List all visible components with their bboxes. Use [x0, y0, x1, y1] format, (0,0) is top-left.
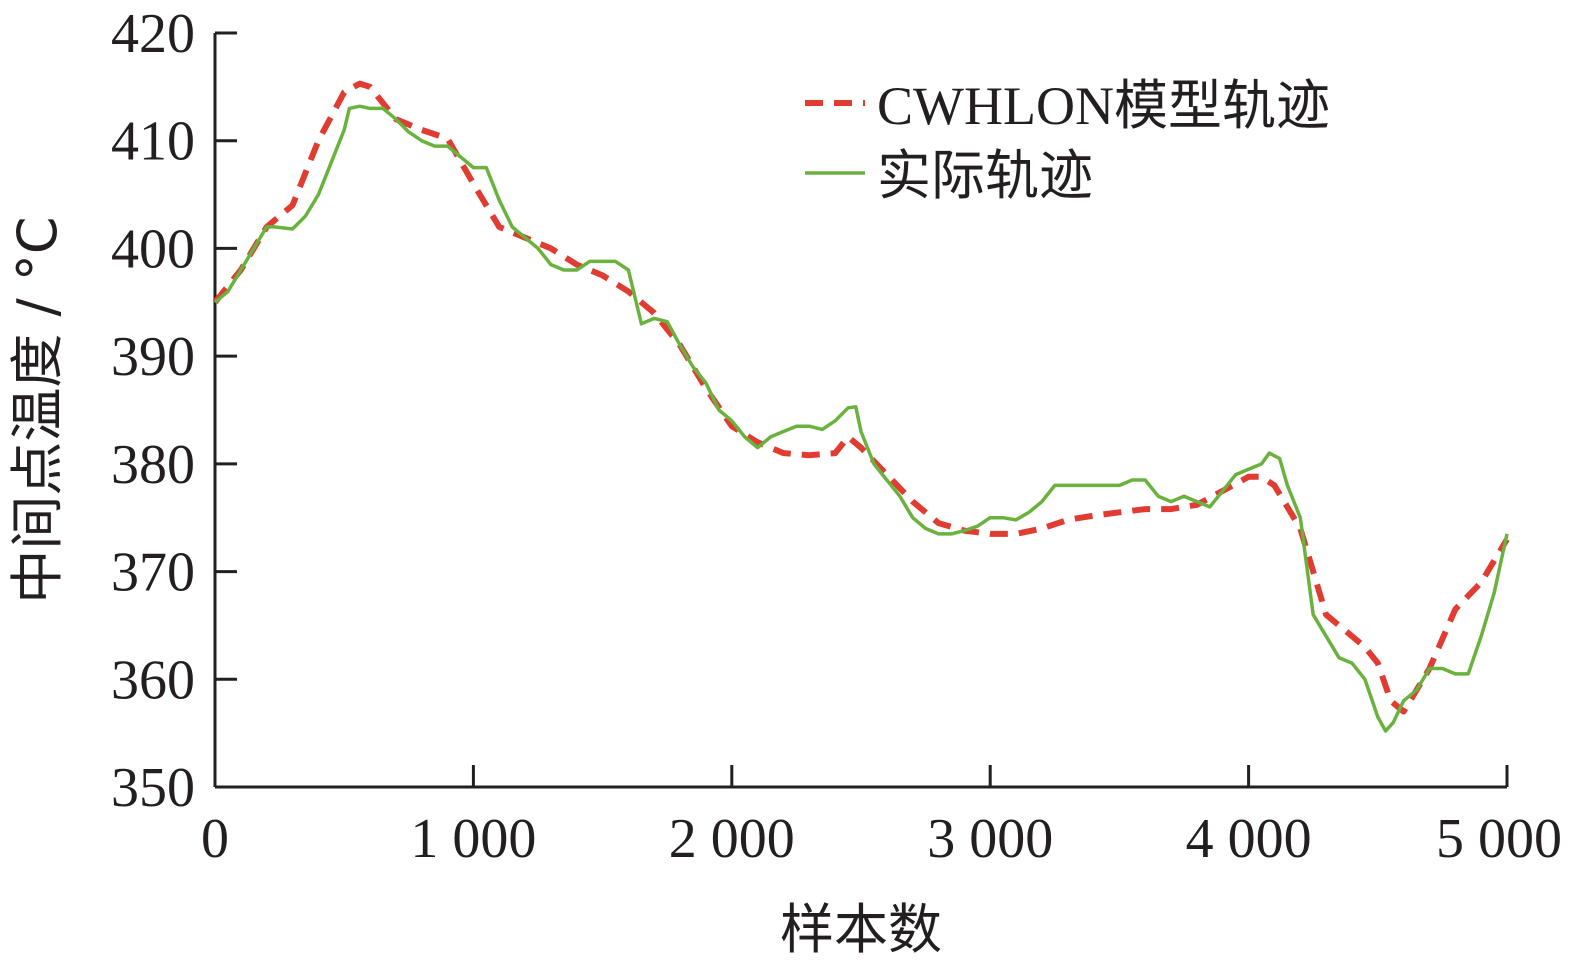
x-tick-label: 4 000 [1186, 808, 1312, 870]
x-tick-label: 3 000 [927, 808, 1053, 870]
x-tick-label: 2 000 [669, 808, 795, 870]
x-ticks: 0 1 000 2 000 3 000 4 000 5 000 [201, 765, 1562, 870]
legend-label-actual: 实际轨迹 [877, 146, 1093, 206]
x-tick-label: 1 000 [410, 808, 536, 870]
y-axis-title: 中间点温度 / °C [6, 216, 69, 603]
series-group [212, 80, 1510, 733]
y-tick-label: 350 [111, 757, 195, 819]
legend-label-model: CWHLON模型轨迹 [877, 76, 1330, 136]
y-tick-label: 420 [111, 3, 195, 65]
y-tick-label: 360 [111, 649, 195, 711]
y-tick-label: 390 [111, 326, 195, 388]
series-line-actual [213, 104, 1509, 733]
y-tick-label: 410 [111, 111, 195, 173]
y-ticks: 350 360 370 380 390 400 410 420 [111, 3, 237, 819]
x-tick-label: 0 [201, 808, 229, 870]
axes [213, 33, 1507, 789]
y-tick-label: 400 [111, 218, 195, 280]
x-axis-title: 样本数 [780, 898, 942, 960]
y-tick-label: 370 [111, 542, 195, 604]
y-tick-label: 380 [111, 434, 195, 496]
x-tick-label: 5 000 [1436, 808, 1562, 870]
legend: CWHLON模型轨迹 实际轨迹 [805, 76, 1330, 206]
